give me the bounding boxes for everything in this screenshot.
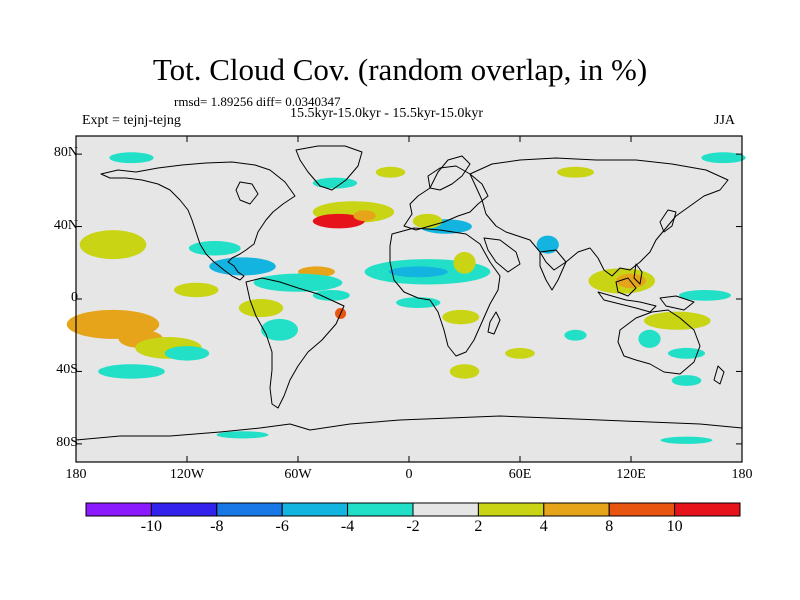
colorbar-label: 8 — [605, 518, 614, 535]
anomaly-region-30 — [643, 311, 711, 330]
anomaly-region-39 — [505, 347, 535, 359]
lon-label: 60E — [508, 467, 532, 482]
anomaly-region-27 — [449, 364, 480, 379]
lon-label: 120E — [616, 467, 646, 482]
colorbar-box — [608, 502, 676, 517]
lon-label: 0 — [405, 467, 413, 482]
anomaly-region-14 — [253, 273, 343, 292]
coast-japan — [659, 209, 677, 233]
anomaly-region-15 — [312, 289, 350, 301]
coast-hudson-bay — [235, 181, 259, 205]
colorbar-box — [477, 502, 545, 517]
stats-line: rmsd= 1.89256 diff= 0.0340347 — [174, 94, 341, 109]
anomaly-region-40 — [564, 329, 587, 341]
lon-label: 180 — [65, 467, 87, 482]
colorbar-box — [85, 502, 152, 517]
coast-indonesia — [597, 291, 657, 313]
colorbar-box — [347, 502, 414, 517]
lat-label: 0 — [71, 290, 78, 305]
coast-south-america — [245, 277, 345, 409]
colorbar-box — [674, 502, 741, 517]
colorbar-label: -6 — [275, 518, 289, 535]
experiment-label: Expt = tejnj-tejng — [82, 113, 181, 128]
coast-india — [539, 249, 567, 291]
coast-asia — [469, 157, 729, 277]
anomaly-region-24 — [453, 251, 476, 274]
coastline-layer — [75, 145, 743, 441]
anomaly-region-41 — [216, 431, 269, 439]
anomaly-region-8 — [98, 364, 165, 379]
anomaly-region-31 — [638, 329, 661, 348]
colorbar-box — [281, 502, 349, 517]
anomaly-region-32 — [679, 289, 731, 301]
coast-philippines — [633, 263, 643, 285]
anomaly-region-7 — [164, 346, 210, 361]
season-label: JJA — [714, 113, 736, 128]
colorbar-label: -4 — [340, 518, 355, 535]
coast-australia — [617, 309, 701, 375]
colorbar-box — [543, 502, 610, 517]
anomaly-region-29 — [616, 273, 646, 289]
colorbar-box — [412, 502, 479, 517]
colorbar-label: 10 — [666, 518, 683, 535]
colorbar-label: 4 — [539, 518, 548, 535]
lat-label: 80S — [56, 434, 78, 450]
anomaly-region-38 — [557, 166, 594, 178]
lon-label: 120W — [169, 467, 205, 482]
coast-new-zealand — [713, 365, 725, 385]
lon-label: 180 — [731, 467, 753, 482]
colorbar-box — [216, 502, 283, 517]
anomaly-region-23 — [536, 235, 559, 254]
anomaly-region-11 — [353, 210, 376, 222]
lat-label: 40N — [53, 217, 78, 233]
lat-label: 40S — [56, 362, 78, 378]
anomaly-region-37 — [375, 166, 406, 178]
anomaly-fill-layer — [66, 136, 746, 462]
coast-greenland — [295, 145, 363, 191]
anomaly-region-42 — [660, 436, 713, 444]
anomaly-region-0 — [188, 241, 241, 256]
coast-antarctica — [75, 415, 743, 441]
coast-africa — [389, 227, 501, 357]
anomaly-region-6 — [174, 282, 219, 298]
anomaly-region-20 — [388, 266, 448, 278]
coast-new-guinea — [659, 295, 695, 311]
colorbar-boxes — [85, 502, 741, 517]
colorbar-label: -10 — [140, 518, 163, 535]
coast-europe — [403, 165, 489, 231]
coast-madagascar — [487, 311, 501, 335]
map-title: Tot. Cloud Cov. (random overlap, in %) — [152, 52, 648, 87]
colorbar-label: -8 — [210, 518, 224, 535]
colorbar-label: 2 — [474, 518, 483, 535]
coast-scandinavia — [429, 155, 471, 191]
anomaly-region-2 — [79, 230, 147, 260]
coast-north-america — [100, 161, 296, 281]
colorbar-box — [150, 502, 218, 517]
anomaly-region-34 — [671, 375, 702, 386]
anomaly-region-35 — [701, 152, 746, 164]
lat-label: 80N — [53, 145, 78, 161]
colorbar-label: -2 — [406, 518, 420, 535]
anomaly-region-17 — [238, 299, 284, 318]
anomaly-region-18 — [261, 318, 298, 341]
coast-borneo — [615, 277, 637, 297]
coast-arabia — [483, 237, 521, 273]
anomaly-region-36 — [109, 152, 154, 164]
period-line: 15.5kyr-15.0kyr - 15.5kyr-15.0kyr — [290, 106, 484, 121]
anomaly-region-26 — [442, 309, 480, 325]
tick-layer — [75, 136, 743, 462]
anomaly-region-10 — [312, 213, 365, 229]
lon-label: 60W — [284, 467, 312, 482]
